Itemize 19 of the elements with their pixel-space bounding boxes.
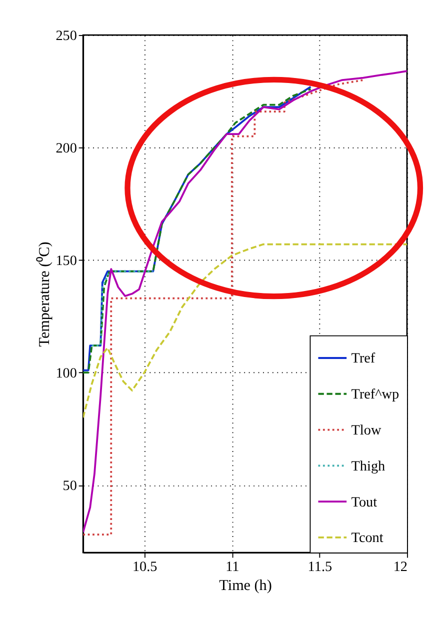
x-tick-label: 11.5 (308, 558, 332, 575)
legend-label: Tlow (351, 422, 382, 438)
legend-label: Tref^wp (351, 386, 400, 403)
y-tick-label: 250 (56, 28, 77, 44)
y-tick-label: 100 (56, 366, 77, 382)
legend-label: Tcont (351, 530, 384, 546)
x-tick-label: 12 (393, 558, 408, 575)
x-tick-label: 10.5 (132, 558, 158, 575)
x-tick-label: 11 (226, 558, 240, 575)
y-tick-label: 150 (56, 253, 77, 270)
y-tick-label: 200 (56, 140, 77, 157)
line-series (83, 243, 408, 418)
line-series (83, 70, 408, 534)
y-tick-label: 50 (62, 478, 77, 494)
legend-label: Thigh (351, 458, 386, 474)
legend-label: Tref (351, 350, 376, 367)
x-axis-title: Time (h) (219, 578, 272, 594)
y-axis-title: Temperature (⁰C) (36, 242, 54, 347)
legend-label: Tout (351, 494, 378, 510)
